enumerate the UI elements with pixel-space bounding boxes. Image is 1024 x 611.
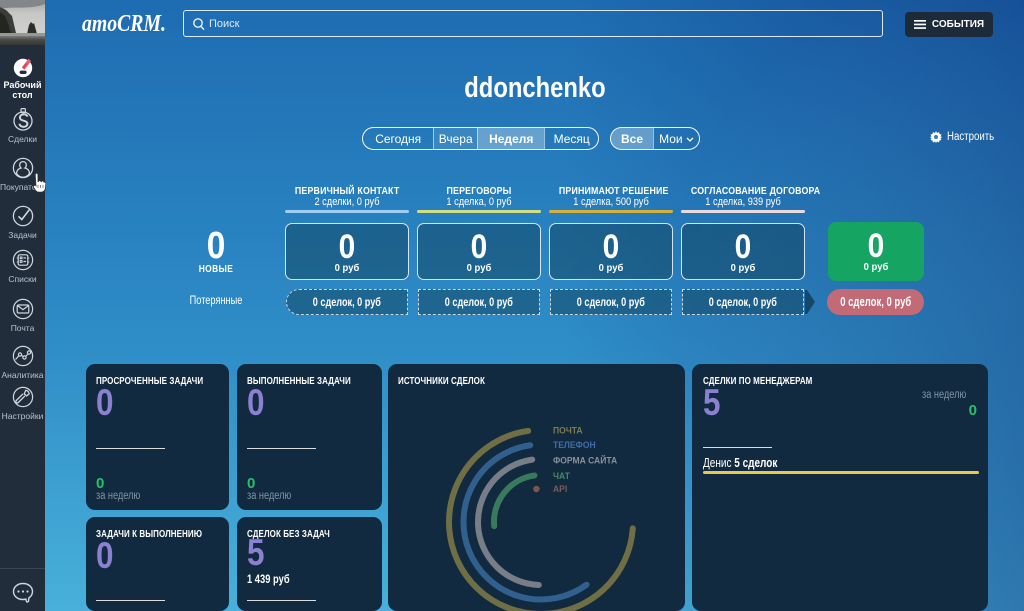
svg-text:ТЕЛЕФОН: ТЕЛЕФОН <box>553 440 596 451</box>
svg-text:API: API <box>553 484 567 495</box>
svg-text:ЧАТ: ЧАТ <box>553 471 570 482</box>
svg-text:ФОРМА САЙТА: ФОРМА САЙТА <box>553 454 618 466</box>
svg-text:amoCRM.: amoCRM. <box>82 11 166 37</box>
svg-text:ПОЧТА: ПОЧТА <box>553 425 583 436</box>
